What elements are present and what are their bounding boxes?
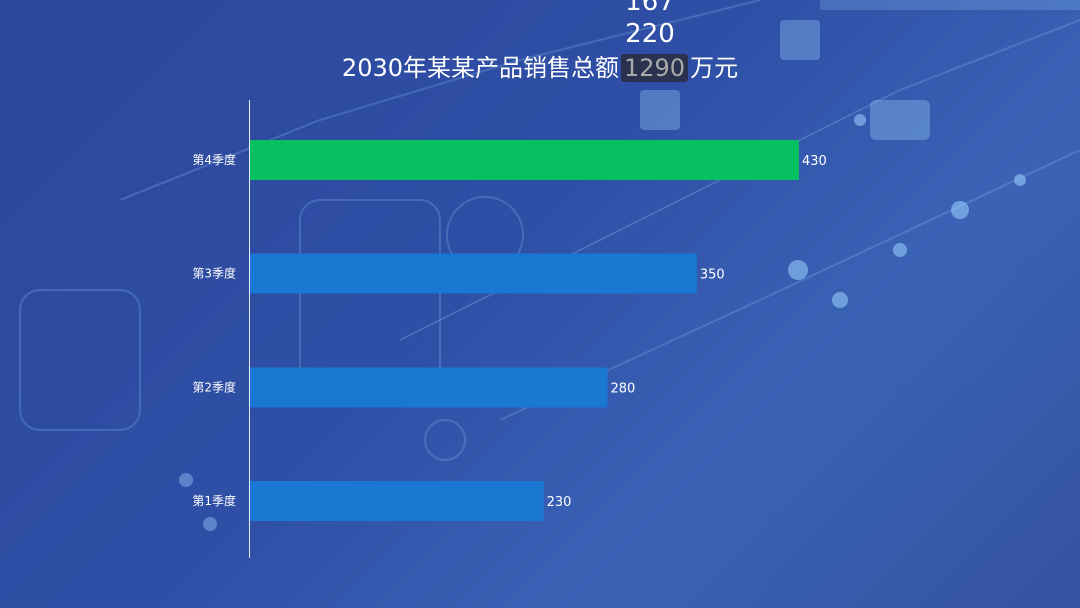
category-label: 第2季度 [192, 380, 236, 395]
value-label: 230 [547, 495, 572, 510]
category-label: 第1季度 [192, 493, 236, 508]
bar-3 [250, 253, 697, 294]
value-label: 280 [610, 382, 635, 397]
title-unit: 万元 [690, 54, 739, 82]
category-label: 第3季度 [192, 266, 236, 281]
category-label: 第4季度 [192, 152, 236, 167]
value-label: 430 [802, 154, 827, 169]
bar-2 [250, 367, 608, 408]
bar-4 [250, 140, 799, 180]
rolling-number-previous: 167 [625, 0, 675, 16]
chart-title: 2030年某某产品销售总额 1290 万元 [0, 52, 1080, 84]
bar-1 [250, 481, 544, 521]
title-total: 1290 [621, 54, 689, 82]
rolling-number-current: 220 [625, 20, 675, 48]
title-prefix: 2030年某某产品销售总额 [341, 54, 619, 82]
value-label: 350 [700, 268, 725, 283]
